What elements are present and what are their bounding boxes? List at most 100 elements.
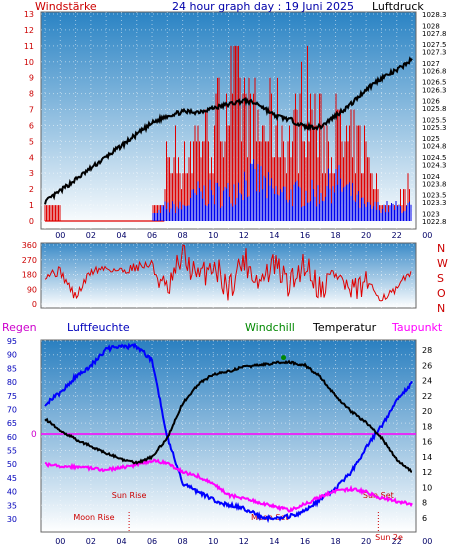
humidity-axis: 30 35 40 45 50 55 60 65 70 75 80 85 90 95 (7, 337, 416, 524)
tick-label: 14 (269, 537, 279, 546)
tick-label: 04 (116, 231, 126, 240)
legend-taupunkt: Taupunkt (391, 321, 443, 334)
tick-label: 00 (422, 537, 432, 546)
tick-label: 28 (422, 346, 432, 355)
tick-label: 1026.3 (422, 86, 447, 94)
tick-label: 360 (22, 241, 37, 250)
tick-label: 0 (29, 217, 34, 226)
pressure-axis-label: Luftdruck (372, 0, 424, 13)
legend-luftfeuchte: Luftfeuchte (67, 321, 130, 334)
tick-label: 26 (422, 361, 432, 370)
tick-label: 20 (422, 407, 432, 416)
humidity-line (44, 342, 413, 524)
tick-label: 22 (392, 231, 402, 240)
compass-letter: N (437, 242, 445, 255)
tick-label: 8 (422, 499, 427, 508)
tick-label: 12 (24, 26, 34, 35)
tick-label: 12 (422, 468, 432, 477)
tick-label: 35 (7, 501, 17, 510)
tick-label: 1025 (422, 135, 440, 143)
tick-label: 270 (22, 256, 37, 265)
tick-label: 10 (208, 231, 218, 240)
tick-label: 45 (7, 474, 17, 483)
legend-temperatur: Temperatur (312, 321, 377, 334)
tick-label: 06 (147, 537, 157, 546)
wind-axis-label: Windstärke (35, 0, 97, 13)
annotation-label: Moon Rise (73, 513, 114, 522)
wind-direction-line (44, 244, 412, 302)
tick-label: 1025.8 (422, 105, 447, 113)
tick-label: 50 (7, 460, 17, 469)
tick-label: 6 (422, 514, 427, 523)
tick-label: 12 (239, 537, 249, 546)
tick-label: 06 (147, 231, 157, 240)
compass-letter: W (437, 257, 448, 270)
tick-label: 16 (300, 537, 310, 546)
tick-label: 85 (7, 364, 17, 373)
tick-label: 02 (86, 231, 96, 240)
pressure-axis: 1022.810231023.31023.51023.810241024.310… (422, 11, 447, 226)
tick-label: 18 (422, 422, 432, 431)
legend-windchill: Windchill (245, 321, 295, 334)
tick-label: 1023.5 (422, 192, 447, 200)
tick-label: 1028 (422, 22, 440, 30)
tick-label: 16 (300, 231, 310, 240)
tick-label: 1 (29, 201, 34, 210)
annotation-label: Sun Set (363, 491, 394, 500)
tick-label: 04 (116, 537, 126, 546)
tick-label: 7 (29, 106, 34, 115)
tick-label: 9 (29, 74, 34, 83)
tick-label: 20 (361, 537, 371, 546)
compass-letter: N (437, 302, 445, 315)
tick-label: 90 (7, 351, 17, 360)
tick-label: 95 (7, 337, 17, 346)
wind-direction-series (44, 244, 412, 302)
tick-label: 18 (330, 231, 340, 240)
tick-label: 0 (32, 300, 37, 309)
tick-label: 14 (422, 453, 432, 462)
tick-label: 55 (7, 447, 17, 456)
tick-label: 00 (422, 231, 432, 240)
tick-label: 1023.3 (422, 199, 447, 207)
tick-label: 4 (29, 153, 34, 162)
legend-regen: Regen (2, 321, 37, 334)
tick-label: 08 (178, 231, 188, 240)
tick-label: 1026.5 (422, 79, 447, 87)
tick-label: 13 (24, 10, 34, 19)
temperature-axis: 6 8 10 12 14 16 18 20 22 24 26 28 (422, 346, 432, 523)
tick-label: 12 (239, 231, 249, 240)
compass-letter: S (437, 272, 444, 285)
tick-label: 40 (7, 488, 17, 497)
tick-label: 75 (7, 392, 17, 401)
tick-label: 1026.8 (422, 67, 447, 75)
tick-label: 90 (27, 285, 37, 294)
tick-label: 08 (178, 537, 188, 546)
temperature-line (44, 359, 413, 473)
tick-label: 1027.8 (422, 30, 447, 38)
pressure-line (44, 56, 413, 205)
tick-label: 180 (22, 271, 37, 280)
compass-letter: O (437, 287, 446, 300)
tick-label: 1025.5 (422, 116, 447, 124)
tick-label: 16 (422, 438, 432, 447)
tick-label: 10 (422, 483, 432, 492)
tick-label: 1026 (422, 98, 440, 106)
pressure-series (44, 56, 413, 205)
tick-label: 22 (392, 537, 402, 546)
dewpoint-line (44, 458, 413, 513)
tick-label: 1025.3 (422, 124, 447, 132)
wind-pressure-grid (44, 12, 413, 229)
tick-label: 1022.8 (422, 218, 447, 226)
tick-label: 10 (24, 58, 34, 67)
windchill-point (281, 355, 287, 361)
tick-label: 1023 (422, 210, 440, 218)
chart-title: 24 hour graph day : 19 Juni 2025 (172, 0, 354, 13)
tick-label: 11 (24, 42, 34, 51)
tick-label: 1024 (422, 173, 440, 181)
tick-label: 30 (7, 515, 17, 524)
temp-humidity-series (44, 342, 413, 524)
tick-label: 22 (422, 392, 432, 401)
tick-label: 5 (29, 137, 34, 146)
tick-label: 10 (208, 537, 218, 546)
